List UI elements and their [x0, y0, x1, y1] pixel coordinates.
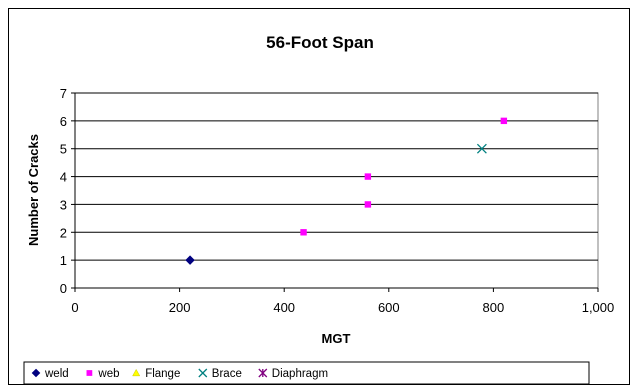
legend: weld web Flange Brace Diaphragm: [23, 361, 590, 385]
plot-layer: 0 1 2 3 4 5 6 7 0 200 400 600 800 1,000: [60, 86, 615, 315]
y-tick-label: 1: [60, 253, 67, 268]
x-tick-label: 800: [483, 300, 505, 315]
y-tick-label: 2: [60, 225, 67, 240]
data-point-web: [364, 173, 372, 180]
y-tick-label: 6: [60, 114, 67, 129]
legend-marker-flange: [132, 368, 141, 377]
marker-stroke: [476, 143, 487, 154]
data-point-weld: [185, 255, 195, 265]
y-tick-label: 0: [60, 281, 67, 296]
legend-label-flange: Flange: [145, 368, 180, 380]
legend-label-brace: Brace: [212, 368, 242, 380]
legend-marker-brace: [198, 368, 208, 378]
x-axis-title: MGT: [322, 331, 351, 346]
y-tick-label: 5: [60, 142, 67, 157]
legend-label-diaphragm: Diaphragm: [272, 368, 328, 380]
legend-marker-diaphragm: [258, 368, 268, 378]
x-tick-label: 600: [378, 300, 400, 315]
x-tick-label: 200: [169, 300, 191, 315]
legend-marker-web: [86, 370, 93, 376]
data-point-web: [364, 201, 372, 208]
x-tick-label: 1,000: [582, 300, 615, 315]
legend-box: [23, 361, 590, 385]
x-tick-label: 0: [71, 300, 78, 315]
data-point-brace: [476, 143, 487, 154]
y-tick-label: 7: [60, 86, 67, 101]
legend-label-web: web: [97, 368, 119, 380]
y-tick-label: 4: [60, 170, 67, 185]
y-tick-label: 3: [60, 197, 67, 212]
y-axis-title: Number of Cracks: [26, 134, 41, 246]
data-point-web: [500, 117, 508, 125]
data-point-web: [300, 229, 307, 236]
chart-title: 56-Foot Span: [266, 33, 374, 52]
legend-label-weld: weld: [44, 368, 69, 380]
x-tick-label: 400: [273, 300, 295, 315]
marker-stroke: [198, 368, 208, 378]
legend-marker-weld: [31, 368, 41, 378]
chart-border: [8, 8, 630, 385]
